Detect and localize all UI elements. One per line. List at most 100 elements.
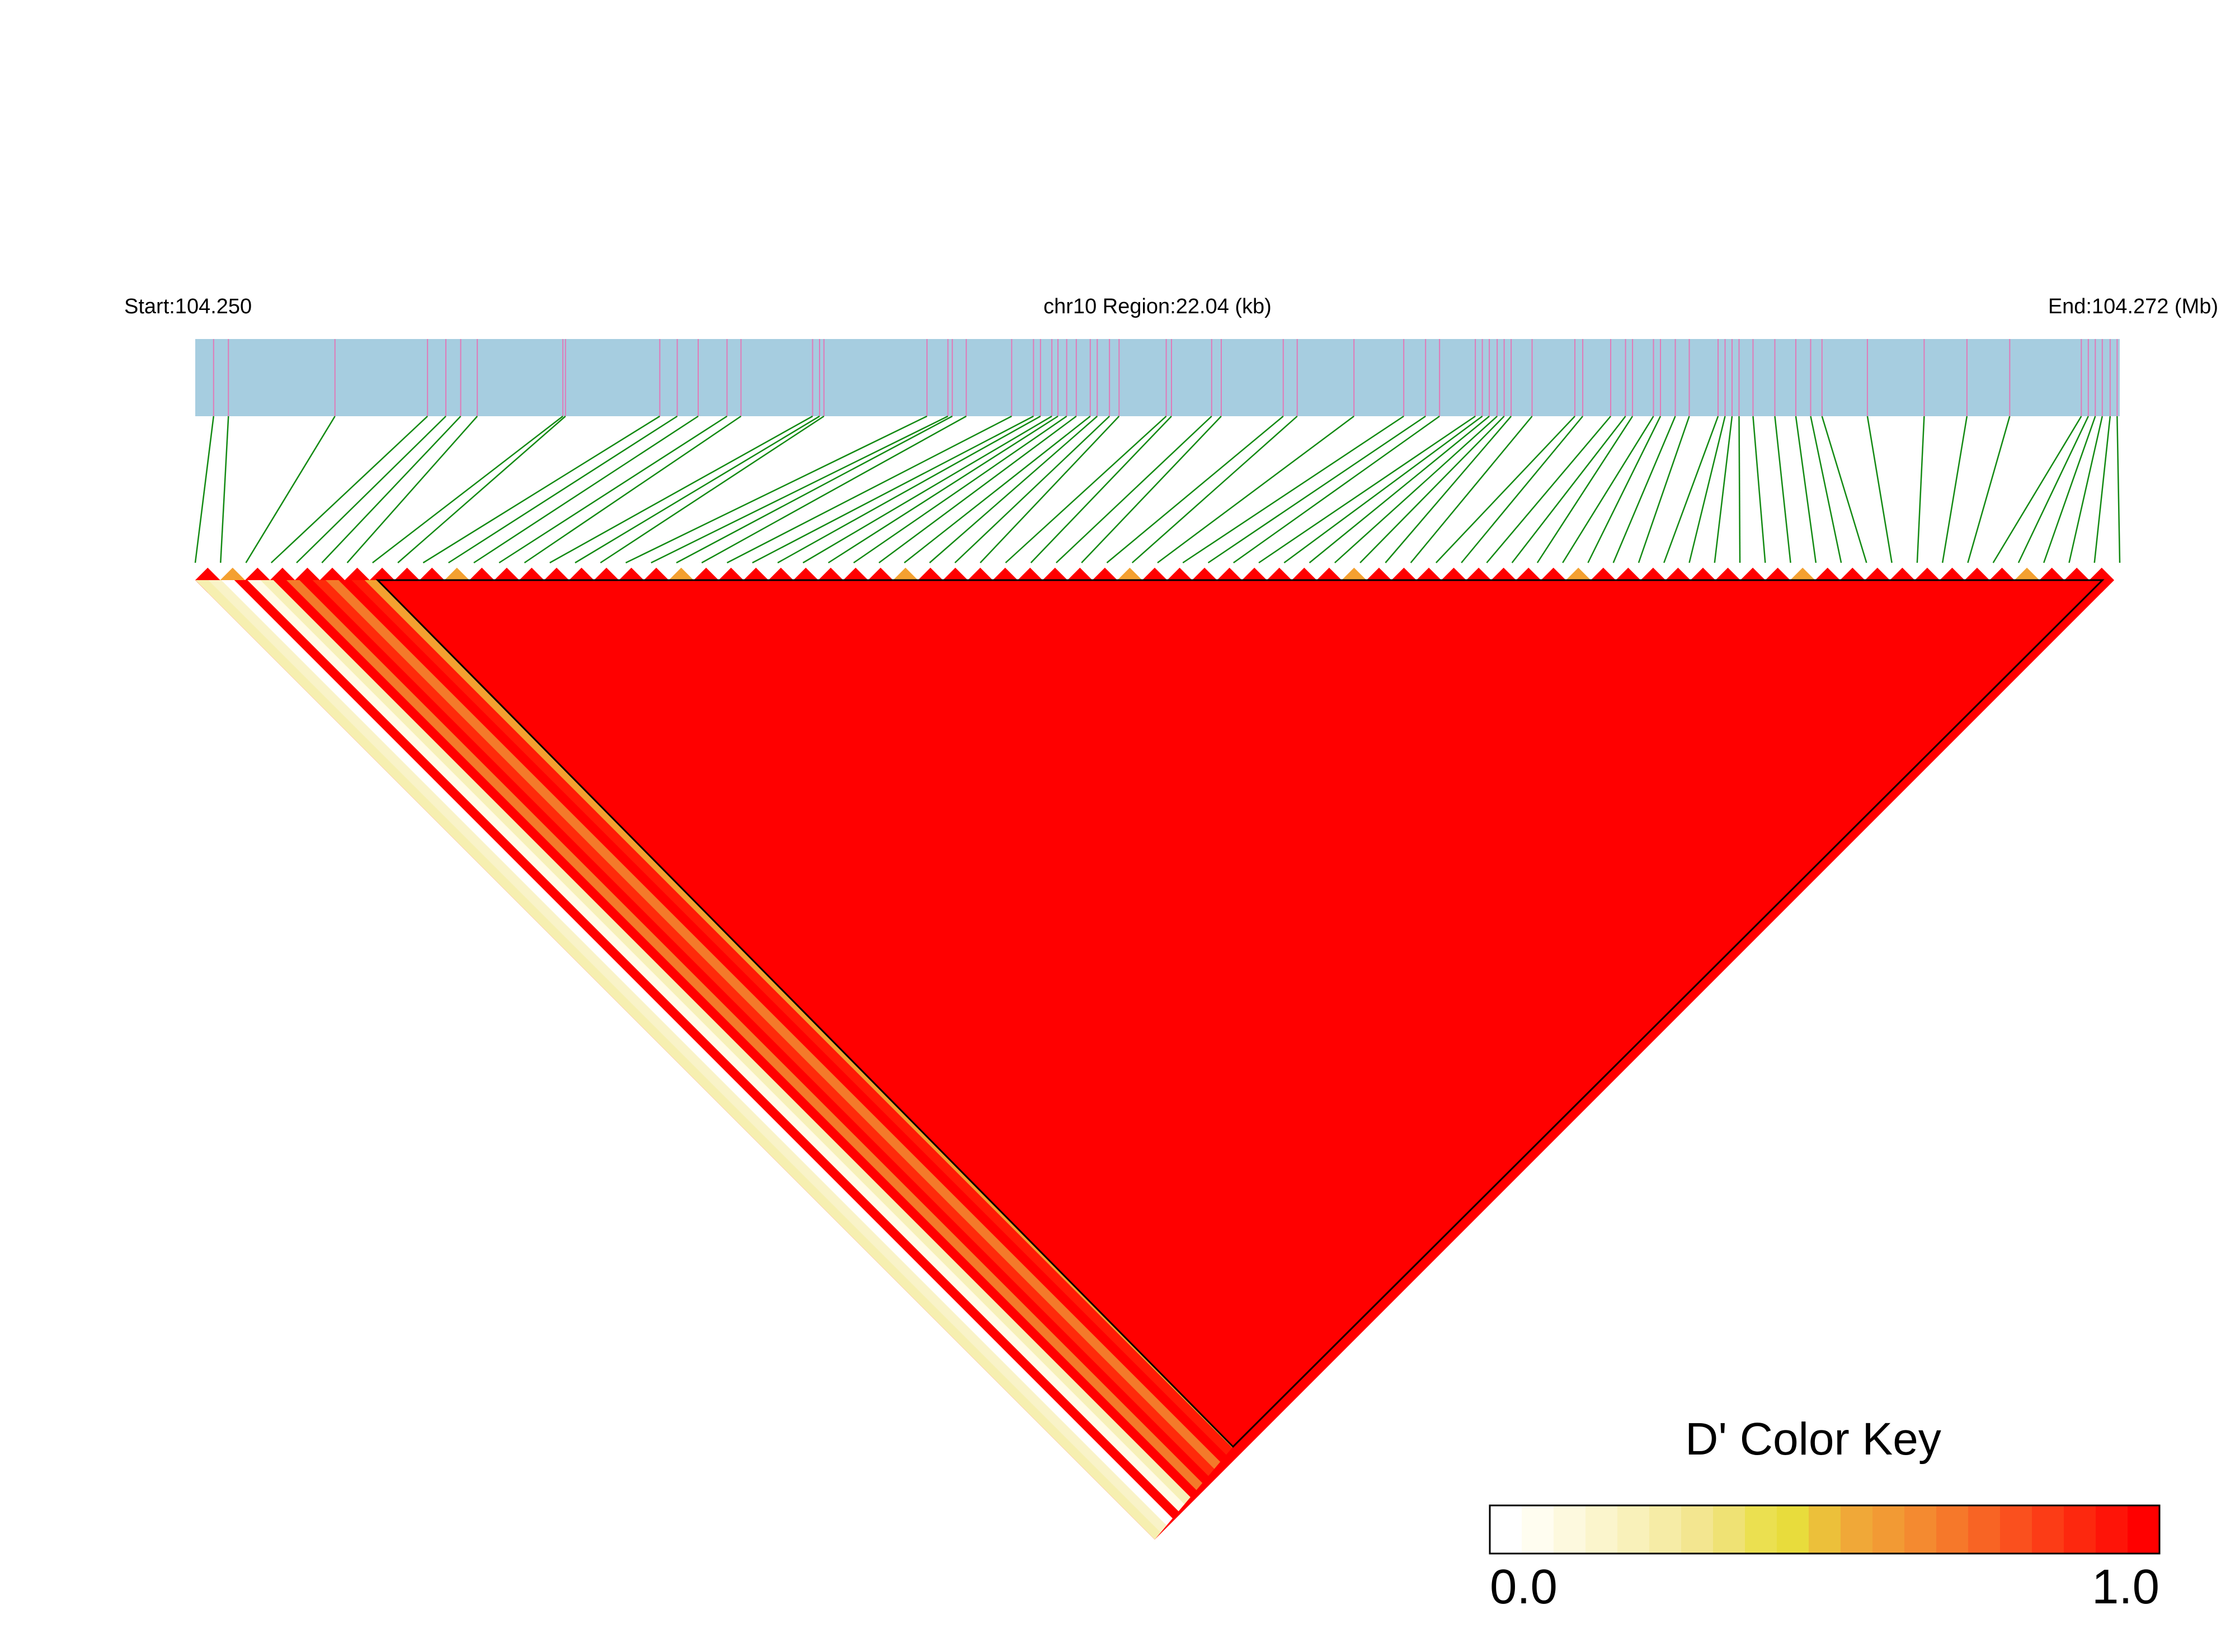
band-stripe: [260, 580, 1233, 1540]
band-stripe: [338, 580, 1233, 1540]
key-tick-label: 1.0: [2092, 1560, 2159, 1614]
band-stripe: [286, 580, 1233, 1540]
snp-connector: [270, 416, 429, 563]
snp-connector: [549, 415, 813, 564]
band-stripe: [234, 580, 1233, 1540]
snp-connector: [1359, 416, 1505, 563]
snp-connector: [1587, 416, 1662, 563]
snp-connector: [1795, 416, 1817, 563]
snp-connector: [321, 416, 462, 563]
snp-connector: [1612, 416, 1676, 563]
region-label: chr10 Region:22.04 (kb): [1043, 295, 1272, 318]
key-swatch: [1936, 1505, 1969, 1554]
snp-connector: [1562, 416, 1654, 563]
snp-connector: [1714, 416, 1733, 563]
snp-connector: [777, 415, 1041, 564]
snp-connector: [1967, 416, 2011, 563]
end-label: End:104.272 (Mb): [2048, 295, 2218, 318]
snp-connector: [1106, 416, 1284, 563]
color-key: 0.0 1.0: [1490, 1505, 2160, 1614]
snp-connector: [1752, 416, 1766, 563]
snp-connector: [1435, 416, 1575, 563]
snp-connector: [1182, 415, 1404, 564]
snp-connector: [346, 416, 478, 563]
band-stripe: [221, 580, 1233, 1540]
snp-connector: [448, 415, 678, 564]
snp-connector: [1821, 416, 1867, 563]
snp-connector: [1638, 416, 1690, 563]
key-swatch: [1490, 1505, 1522, 1554]
snp-connector: [651, 415, 948, 564]
snp-connector: [625, 415, 928, 564]
snp-connector: [2093, 416, 2111, 563]
band-stripe: [195, 580, 1233, 1540]
snp-connector: [1005, 416, 1167, 563]
snp-connector: [878, 415, 1077, 564]
snp-connector: [1233, 415, 1440, 564]
snp-connector: [2017, 416, 2089, 563]
snp-connector: [296, 416, 446, 563]
snp-group: [194, 339, 2121, 564]
snp-connector: [1131, 416, 1298, 563]
snp-connector: [1688, 416, 1726, 563]
start-label: Start:104.250: [124, 295, 252, 318]
key-tick-label: 0.0: [1490, 1560, 1558, 1614]
snp-connector: [1916, 416, 1925, 563]
band-stripe: [325, 580, 1233, 1540]
snp-connector: [498, 415, 728, 564]
snp-connector: [575, 415, 820, 564]
snp-connector: [1738, 416, 1741, 563]
snp-connector: [524, 415, 742, 564]
snp-connector: [397, 416, 566, 563]
key-swatch: [1872, 1505, 1905, 1554]
key-swatch: [1904, 1505, 1937, 1554]
snp-connector: [1941, 416, 1968, 563]
band-stripe: [351, 580, 1233, 1540]
key-swatch: [1649, 1505, 1682, 1554]
key-swatch: [1777, 1505, 1809, 1554]
key-swatch: [1968, 1505, 2001, 1554]
key-swatch: [1585, 1505, 1618, 1554]
key-swatch: [2032, 1505, 2064, 1554]
key-swatch: [2000, 1505, 2032, 1554]
key-title: D' Color Key: [1685, 1414, 1941, 1465]
snp-connector: [929, 416, 1098, 563]
snp-connector: [1410, 416, 1533, 563]
snp-connector: [1663, 416, 1719, 563]
snp-connector: [194, 416, 215, 563]
snp-connector: [245, 416, 336, 563]
snp-connector: [752, 415, 1034, 564]
band-stripe: [273, 580, 1233, 1540]
snp-connector: [853, 415, 1067, 564]
snp-connector: [2116, 416, 2121, 563]
key-swatch: [1554, 1505, 1586, 1554]
band-stripe: [299, 580, 1233, 1540]
snp-connector: [1992, 416, 2082, 563]
key-swatch: [1745, 1505, 1777, 1554]
key-swatch: [1809, 1505, 1841, 1554]
snp-connector: [372, 416, 563, 563]
snp-connector: [1056, 416, 1212, 563]
snp-connector: [1486, 416, 1612, 563]
key-swatch: [1681, 1505, 1714, 1554]
snp-connector: [701, 415, 967, 564]
band-stripe: [312, 580, 1233, 1540]
chromosome-bar: [195, 339, 2120, 416]
key-swatch: [2128, 1505, 2160, 1554]
snp-connector: [473, 415, 699, 564]
ld-block: [375, 579, 2105, 1448]
key-frame: [1489, 1504, 2161, 1555]
snp-connector: [1283, 415, 1483, 564]
snp-connector: [1309, 416, 1490, 563]
key-swatch: [1522, 1505, 1554, 1554]
snp-connector: [422, 415, 661, 564]
snp-connector: [220, 416, 229, 563]
band-stripe: [208, 580, 1233, 1540]
snp-connector: [600, 415, 825, 564]
band-stripe: [247, 580, 1233, 1540]
snp-connector: [2068, 416, 2104, 563]
snp-connector: [904, 416, 1091, 563]
key-swatch: [2064, 1505, 2096, 1554]
key-swatch: [1617, 1505, 1650, 1554]
